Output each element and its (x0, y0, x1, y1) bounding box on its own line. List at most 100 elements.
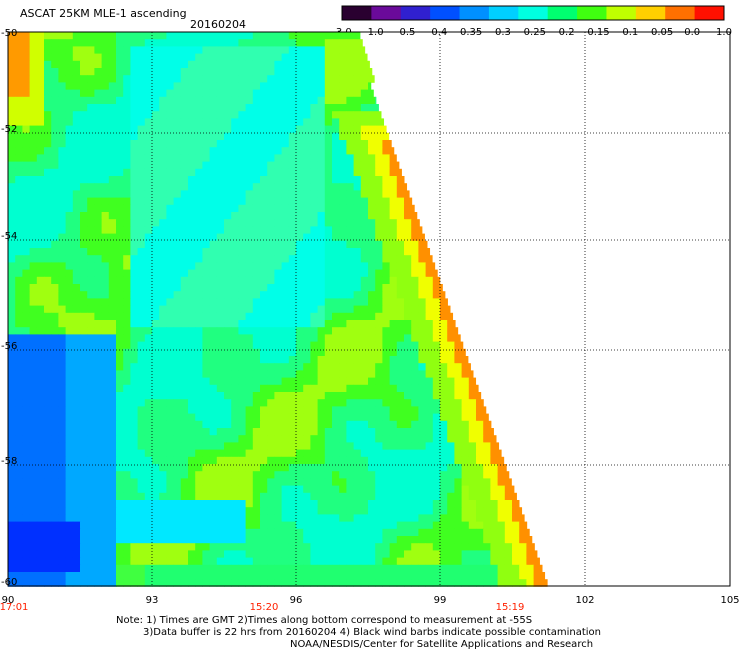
swath-cell (432, 428, 441, 436)
swath-cell (108, 60, 117, 69)
swath-cell (396, 456, 405, 465)
swath-cell (166, 75, 174, 83)
swath-cell (116, 471, 124, 479)
swath-cell (58, 370, 66, 378)
swath-cell (252, 485, 261, 494)
swath-cell (8, 543, 16, 551)
swath-cell (296, 132, 304, 141)
swath-cell (137, 392, 146, 400)
swath-cell (137, 420, 146, 429)
swath-cell (87, 507, 95, 515)
swath-cell (346, 140, 354, 148)
swath-cell (36, 356, 45, 364)
swath-cell (274, 60, 282, 69)
swath-cell (94, 428, 102, 436)
swath-cell (65, 204, 74, 213)
swath-cell (332, 471, 340, 479)
swath-cell (281, 449, 290, 458)
swath-cell (202, 305, 210, 314)
swath-cell (274, 420, 282, 429)
swath-cell (101, 96, 110, 105)
swath-cell (188, 219, 196, 227)
swath-cell (72, 521, 81, 530)
swath-cell (353, 507, 362, 515)
swath-cell (195, 96, 203, 105)
swath-cell (432, 514, 441, 522)
swath-cell (8, 53, 16, 62)
swath-cell (195, 276, 203, 285)
swath-cell (94, 291, 102, 299)
swath-cell (72, 161, 81, 170)
swath-cell (224, 363, 232, 371)
swath-cell (432, 276, 441, 285)
swath-cell (108, 104, 117, 112)
swath-cell (339, 125, 347, 134)
swath-cell (346, 269, 354, 278)
swath-cell (303, 435, 311, 443)
swath-cell (180, 471, 189, 479)
swath-cell (36, 168, 45, 177)
swath-cell (324, 413, 333, 422)
swath-cell (188, 536, 196, 544)
swath-cell (87, 471, 95, 479)
swath-cell (123, 550, 131, 558)
swath-cell (476, 572, 484, 580)
swath-cell (468, 500, 477, 508)
swath-cell (195, 46, 203, 54)
swath-cell (130, 154, 138, 162)
swath-cell (368, 536, 376, 544)
swath-cell (209, 60, 218, 69)
swath-cell (252, 240, 261, 249)
swath-cell (360, 406, 369, 414)
swath-cell (324, 176, 333, 184)
swath-cell (324, 262, 333, 270)
swath-cell (526, 564, 534, 573)
swath-cell (58, 557, 66, 566)
swath-cell (22, 550, 30, 558)
swath-cell (166, 399, 174, 407)
swath-cell (195, 478, 203, 486)
swath-cell (346, 68, 354, 76)
swath-cell (418, 248, 426, 256)
swath-cell (101, 312, 110, 321)
swath-cell (332, 154, 340, 162)
swath-cell (94, 255, 102, 263)
swath-cell (72, 370, 81, 378)
swath-cell (58, 96, 66, 105)
swath-cell (15, 176, 23, 184)
swath-cell (238, 269, 246, 278)
map-date: 20160204 (190, 18, 246, 31)
swath-cell (267, 399, 275, 407)
swath-cell (80, 226, 88, 234)
swath-cell (447, 442, 455, 450)
swath-cell (224, 507, 232, 515)
swath-cell (180, 118, 189, 126)
swath-cell (396, 406, 405, 414)
swath-cell (108, 96, 117, 105)
swath-cell (332, 485, 340, 494)
swath-cell (483, 514, 491, 522)
swath-cell (72, 284, 81, 292)
swath-cell (468, 449, 477, 458)
swath-cell (80, 363, 88, 371)
swath-cell (231, 284, 239, 292)
swath-cell (209, 96, 218, 105)
swath-cell (173, 428, 182, 436)
swath-cell (180, 492, 189, 501)
swath-cell (144, 212, 153, 220)
swath-cell (324, 456, 333, 465)
swath-cell (166, 219, 174, 227)
swath-cell (58, 183, 66, 191)
swath-cell (22, 420, 30, 429)
swath-cell (468, 543, 477, 551)
swath-cell (101, 212, 110, 220)
swath-cell (58, 212, 66, 220)
swath-cell (346, 543, 354, 551)
swath-cell (101, 377, 110, 386)
swath-cell (346, 564, 354, 573)
swath-cell (224, 219, 232, 227)
swath-cell (252, 154, 261, 162)
swath-cell (303, 471, 311, 479)
swath-cell (195, 75, 203, 83)
swath-cell (8, 341, 16, 350)
